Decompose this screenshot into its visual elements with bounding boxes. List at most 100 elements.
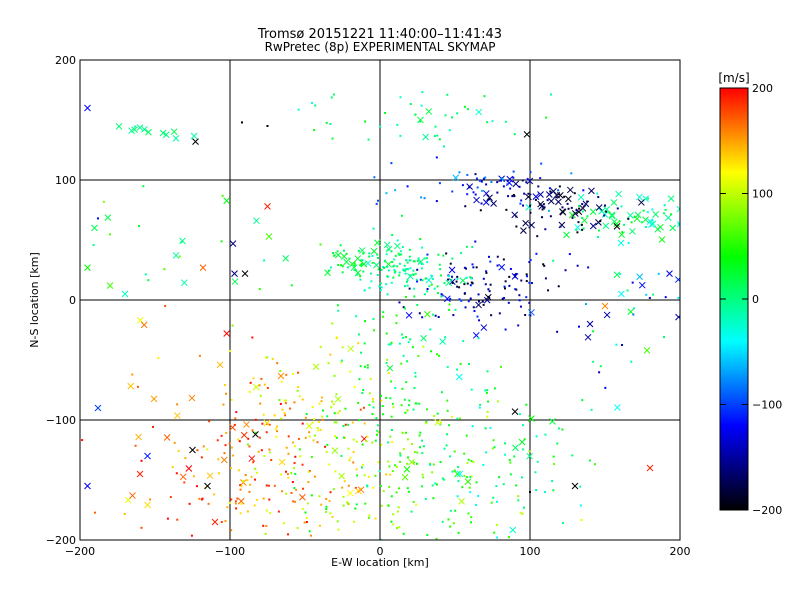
- data-point-dot: [301, 507, 304, 510]
- data-point-dot: [405, 280, 408, 283]
- data-point-dot: [413, 386, 416, 389]
- data-point-dot: [381, 405, 384, 408]
- data-point-dot: [355, 440, 358, 443]
- data-point-dot: [376, 199, 379, 202]
- data-point-dot: [523, 506, 526, 509]
- data-point-dot: [386, 275, 389, 278]
- data-point-dot: [265, 525, 268, 528]
- data-point-dot: [387, 269, 390, 272]
- data-point-dot: [578, 207, 581, 210]
- data-point-dot: [287, 452, 290, 455]
- data-point-dot: [379, 289, 382, 292]
- data-point-dot: [521, 512, 524, 515]
- data-point-cross: [159, 129, 167, 137]
- data-point-dot: [422, 476, 425, 479]
- data-point-cross: [252, 431, 259, 438]
- data-point-dot: [447, 275, 450, 278]
- data-point-dot: [191, 550, 193, 552]
- data-point-dot: [292, 441, 295, 444]
- data-point-cross: [305, 422, 313, 430]
- data-point-dot: [293, 487, 296, 490]
- data-point-dot: [334, 435, 337, 438]
- data-point-dot: [327, 269, 330, 272]
- data-point-cross: [145, 128, 152, 136]
- data-point-dot: [517, 495, 520, 498]
- data-point-dot: [488, 198, 491, 201]
- data-point-dot: [431, 313, 434, 316]
- data-point-dot: [257, 450, 260, 453]
- data-point-dot: [561, 428, 564, 431]
- data-point-cross: [84, 264, 91, 271]
- data-point-dot: [401, 387, 404, 390]
- data-point-dot: [526, 275, 529, 278]
- data-point-dot: [358, 378, 361, 381]
- data-point-dot: [472, 306, 475, 309]
- data-point-dot: [552, 455, 555, 458]
- data-point-dot: [402, 336, 405, 339]
- x-tick-label: 100: [520, 545, 541, 558]
- data-point-dot: [222, 403, 225, 406]
- data-point-dot: [522, 448, 525, 451]
- x-tick-label: −100: [215, 545, 245, 558]
- data-point-dot: [398, 274, 401, 277]
- data-point-dot: [262, 413, 265, 416]
- data-point-dot: [485, 451, 488, 454]
- data-point-dot: [515, 288, 518, 291]
- data-point-dot: [470, 516, 473, 519]
- data-point-dot: [677, 296, 680, 299]
- data-point-dot: [335, 337, 338, 340]
- data-point-dot: [664, 208, 667, 211]
- data-point-cross: [455, 373, 463, 381]
- data-point-dot: [485, 183, 488, 186]
- data-point-cross: [129, 492, 136, 499]
- data-point-dot: [140, 526, 143, 529]
- data-point-cross: [383, 241, 391, 249]
- data-point-dot: [266, 125, 269, 127]
- data-point-dot: [283, 399, 286, 402]
- data-point-dot: [258, 287, 261, 290]
- data-point-dot: [644, 225, 647, 228]
- data-point-dot: [246, 479, 249, 482]
- data-point-dot: [397, 487, 400, 490]
- data-point-dot: [597, 229, 600, 232]
- data-point-dot: [474, 240, 477, 243]
- data-point-cross: [511, 273, 519, 280]
- data-point-dot: [393, 271, 396, 274]
- data-point-dot: [490, 314, 493, 317]
- data-point-dot: [448, 303, 451, 306]
- data-point-cross: [642, 216, 649, 224]
- data-point-dot: [371, 261, 374, 264]
- data-point-dot: [406, 438, 409, 441]
- data-point-dot: [696, 331, 698, 333]
- data-point-dot: [317, 429, 320, 432]
- data-point-dot: [411, 346, 414, 349]
- data-point-cross: [220, 456, 228, 464]
- data-point-dot: [240, 502, 243, 505]
- data-point-cross: [94, 404, 102, 412]
- data-point-dot: [310, 455, 313, 458]
- data-point-dot: [423, 293, 426, 296]
- data-point-dot: [471, 263, 474, 266]
- data-point-dot: [180, 241, 183, 244]
- data-point-dot: [279, 402, 282, 405]
- data-point-dot: [131, 373, 134, 376]
- data-point-dot: [314, 434, 317, 437]
- data-point-cross: [658, 236, 666, 243]
- y-axis-label: N-S location [km]: [28, 252, 41, 348]
- data-point-dot: [399, 454, 402, 457]
- data-point-dot: [535, 489, 538, 492]
- data-point-dot: [258, 384, 261, 387]
- colorbar-tick-label: 200: [752, 82, 773, 95]
- data-point-dot: [529, 211, 532, 214]
- data-point-dot: [404, 268, 407, 271]
- data-point-cross: [84, 482, 91, 490]
- data-point-dot: [382, 413, 385, 416]
- data-point-dot: [402, 572, 404, 574]
- data-point-dot: [509, 187, 512, 190]
- data-point-dot: [415, 503, 418, 506]
- data-point-dot: [432, 463, 435, 466]
- data-point-dot: [97, 217, 99, 220]
- data-point-dot: [426, 261, 429, 264]
- data-point-dot: [515, 225, 518, 228]
- data-point-dot: [380, 504, 383, 507]
